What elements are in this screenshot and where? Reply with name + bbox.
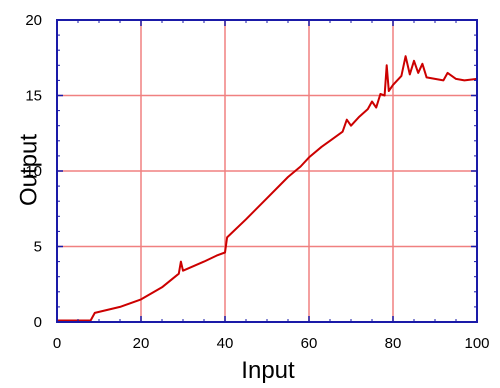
y-tick-label-4: 20	[25, 12, 42, 29]
x-axis-label: Input	[241, 357, 295, 383]
y-tick-label-1: 5	[34, 239, 42, 256]
x-tick-label-1: 20	[133, 335, 150, 352]
y-axis-label: Output	[15, 134, 42, 206]
x-tick-label-4: 80	[385, 335, 402, 352]
y-tick-label-0: 0	[34, 314, 42, 331]
tick-labels: 0 20 40 60 80 100 0 5 10 15 20	[25, 12, 489, 352]
x-tick-label-2: 40	[217, 335, 234, 352]
series-layer	[57, 55, 478, 322]
y-tick-label-2: 10	[25, 163, 42, 180]
x-tick-label-0: 0	[53, 335, 61, 352]
x-tick-label-5: 100	[464, 335, 489, 352]
grid	[57, 20, 477, 322]
x-tick-label-3: 60	[301, 335, 318, 352]
tick-marks	[56, 19, 478, 323]
y-tick-label-3: 15	[25, 88, 42, 105]
series-line-0	[57, 55, 478, 322]
